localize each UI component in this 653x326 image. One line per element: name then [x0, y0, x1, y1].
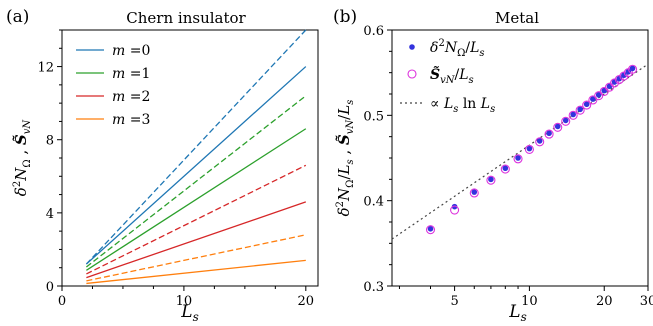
y-axis-label-b: δ2NΩ/Ls , S̃vN/Ls: [335, 100, 356, 217]
legend-label-SvN: S̃vN/Ls: [430, 65, 474, 86]
legend-a: m =0 m =1 m =2 m =3: [76, 43, 150, 128]
y-tick-label-b: 0.4: [363, 195, 384, 210]
point-SvN: [588, 95, 598, 105]
legend-b: δ2NΩ/Ls S̃vN/Ls ∝ Ls ln Ls: [400, 38, 495, 115]
legend-label-a: m =1: [112, 66, 150, 82]
x-axis-label-a: Ls: [180, 302, 198, 324]
solid-line-4: [86, 201, 307, 279]
point-dN: [554, 123, 561, 130]
y-tick-label-a: 0: [46, 280, 54, 295]
y-tick-label-b: 0.3: [363, 280, 384, 295]
fit-line-b: [391, 63, 649, 240]
point-dN: [546, 130, 552, 137]
point-SvN: [425, 225, 436, 235]
fit-line: [391, 63, 649, 240]
x-tick-label-b: 20: [596, 294, 613, 309]
point-dN: [488, 176, 494, 183]
point-SvN: [582, 100, 592, 110]
x-tick-label-b: 10: [521, 294, 538, 309]
panel-title-a: Chern insulator: [126, 9, 246, 27]
point-dN: [577, 106, 583, 113]
point-dN: [625, 69, 632, 75]
x-tick-label-a: 10: [176, 294, 193, 309]
point-SvN: [544, 129, 554, 139]
y-tick-label-a: 4: [46, 207, 54, 222]
point-dN: [536, 138, 543, 144]
x-tick-label-a: 0: [58, 294, 66, 309]
y-tick-label-a: 12: [37, 61, 54, 76]
point-dN: [590, 96, 596, 102]
point-dN: [451, 203, 458, 210]
axes-frame-a: [61, 29, 319, 287]
point-dN: [515, 155, 521, 161]
ticks-a: 0 10 20 0 4 8 12: [37, 29, 315, 309]
dashed-line-5: [86, 164, 307, 275]
panel-metal: (b) Metal 5 10 20 30 0.3 0.4 0.5 0.6 δ2NΩ/Ls S̃v…: [333, 7, 653, 324]
point-dN: [606, 83, 613, 90]
point-SvN: [553, 122, 563, 132]
panel-title-b: Metal: [495, 9, 539, 27]
y-tick-label-a: 8: [46, 134, 54, 149]
point-SvN: [486, 175, 496, 185]
point-SvN: [561, 116, 571, 126]
x-tick-label-b: 5: [450, 294, 458, 309]
point-SvN: [469, 188, 479, 198]
panel-tag-b: (b): [333, 7, 357, 27]
point-SvN: [568, 110, 578, 120]
point-SvN: [614, 74, 624, 85]
point-SvN: [500, 164, 510, 174]
point-dN: [562, 117, 569, 124]
point-SvN: [450, 205, 460, 215]
point-SvN: [535, 137, 545, 147]
x-tick-label-a: 20: [298, 294, 315, 309]
dashed-line-3: [85, 95, 307, 268]
point-dN: [502, 165, 509, 172]
point-SvN: [575, 105, 585, 115]
solid-line-0: [85, 66, 307, 265]
solid-line-6: [86, 259, 306, 285]
legend-label-fit: ∝ Ls ln Ls: [430, 96, 495, 115]
y-tick-label-b: 0.6: [363, 24, 384, 39]
point-dN: [616, 75, 623, 82]
point-SvN: [524, 144, 534, 155]
solid-line-2: [86, 128, 307, 271]
dashed-line-7: [86, 234, 306, 282]
ticks-b: 5 10 20 30 0.3 0.4 0.5 0.6: [363, 24, 653, 309]
x-tick-label-b: 30: [640, 294, 653, 309]
legend-marker-SvN: [407, 69, 417, 79]
point-SvN: [513, 154, 523, 164]
point-SvN: [628, 64, 638, 74]
point-dN: [427, 226, 434, 232]
point-dN: [526, 145, 533, 152]
point-dN: [583, 101, 590, 108]
point-dN: [471, 189, 478, 195]
y-axis-label-a: δ2NΩ , S̃vN: [12, 119, 33, 197]
legend-label-a: m =3: [112, 112, 150, 128]
x-axis-label-b: Ls: [508, 302, 526, 324]
panel-tag-a: (a): [6, 7, 29, 27]
legend-label-dN: δ2NΩ/Ls: [430, 38, 485, 59]
legend-marker-dN: [409, 44, 415, 50]
point-dN: [621, 72, 627, 79]
point-dN: [570, 111, 576, 118]
point-dN: [629, 65, 636, 72]
series-lines-a: [85, 29, 307, 285]
point-dN: [595, 92, 602, 98]
legend-label-a: m =2: [112, 89, 150, 105]
data-points-b: [425, 64, 638, 235]
legend-label-a: m =0: [112, 43, 150, 59]
y-tick-label-b: 0.5: [363, 109, 384, 124]
